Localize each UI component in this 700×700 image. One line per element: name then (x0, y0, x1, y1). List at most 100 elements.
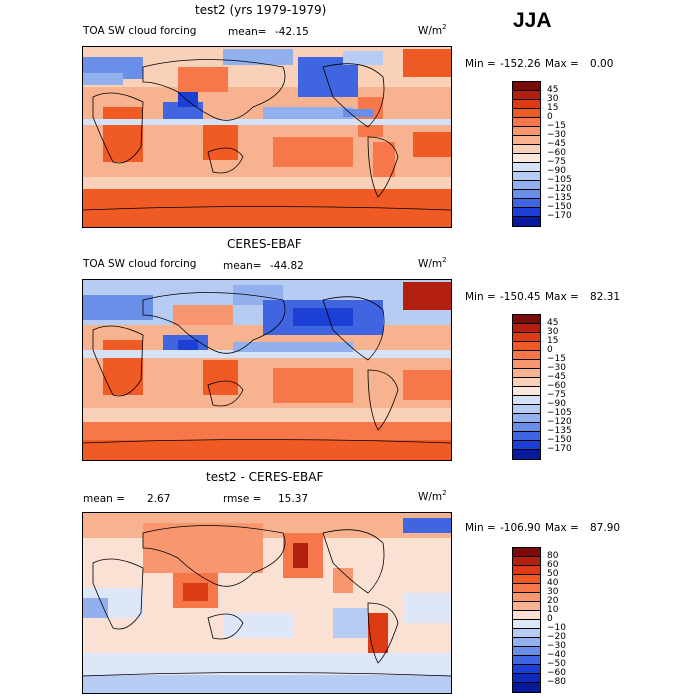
colorbar-tick-label: −30 (547, 641, 566, 651)
colorbar-tick-label: 15 (547, 103, 559, 113)
colorbar-tick-label: 0 (547, 614, 553, 624)
colorbar-swatch (513, 163, 540, 172)
colorbar-tick-label: 15 (547, 336, 559, 346)
colorbar-tick-label: −90 (547, 399, 566, 409)
colorbar-swatch (513, 656, 540, 665)
colorbar-swatch (513, 647, 540, 656)
panel3-rmse-label: rmse = (223, 493, 262, 505)
panel2-min-value: -150.45 (500, 291, 541, 303)
panel1-map (82, 46, 452, 228)
panel1-max-label: Max = (545, 58, 579, 70)
colorbar-tick-label: 20 (547, 596, 559, 606)
colorbar-swatch (513, 432, 540, 441)
panel2-mean-label: mean= (223, 260, 262, 272)
panel3-min-value: -106.90 (500, 522, 541, 534)
panel1-field-label: TOA SW cloud forcing (83, 25, 197, 37)
panel2-title: CERES-EBAF (227, 237, 302, 251)
colorbar-tick-label: −150 (547, 435, 572, 445)
colorbar-swatch (513, 441, 540, 450)
colorbar-swatch (513, 414, 540, 423)
colorbar-swatch (513, 369, 540, 378)
colorbar-swatch (513, 611, 540, 620)
panel2-field-label: TOA SW cloud forcing (83, 258, 197, 270)
colorbar-swatch (513, 602, 540, 611)
colorbar-swatch (513, 324, 540, 333)
panel1-colorbar (512, 81, 541, 227)
colorbar-swatch (513, 190, 540, 199)
colorbar-tick-label: −105 (547, 175, 572, 185)
colorbar-swatch (513, 172, 540, 181)
colorbar-tick-label: −30 (547, 130, 566, 140)
colorbar-swatch (513, 557, 540, 566)
panel1-max-value: 0.00 (590, 58, 614, 70)
panel3-mean-label: mean = (83, 493, 125, 505)
colorbar-tick-label: −60 (547, 381, 566, 391)
colorbar-swatch (513, 665, 540, 674)
colorbar-tick-label: −90 (547, 166, 566, 176)
panel3-map (82, 512, 452, 694)
panel2-max-label: Max = (545, 291, 579, 303)
colorbar-swatch (513, 109, 540, 118)
season-label: JJA (513, 9, 552, 32)
panel3-colorbar (512, 547, 541, 693)
colorbar-swatch (513, 217, 540, 226)
colorbar-tick-label: 45 (547, 318, 559, 328)
colorbar-tick-label: 10 (547, 605, 559, 615)
colorbar-swatch (513, 683, 540, 692)
colorbar-tick-label: 45 (547, 85, 559, 95)
colorbar-tick-label: −10 (547, 623, 566, 633)
colorbar-tick-label: −45 (547, 139, 566, 149)
colorbar-tick-label: 80 (547, 551, 559, 561)
colorbar-swatch (513, 351, 540, 360)
colorbar-swatch (513, 629, 540, 638)
colorbar-swatch (513, 450, 540, 459)
colorbar-swatch (513, 584, 540, 593)
colorbar-swatch (513, 360, 540, 369)
panel3-max-label: Max = (545, 522, 579, 534)
colorbar-tick-label: −170 (547, 211, 572, 221)
colorbar-tick-label: −20 (547, 632, 566, 642)
colorbar-tick-label: −75 (547, 157, 566, 167)
colorbar-tick-label: −120 (547, 184, 572, 194)
colorbar-tick-label: −170 (547, 444, 572, 454)
colorbar-tick-label: −60 (547, 148, 566, 158)
colorbar-swatch (513, 575, 540, 584)
colorbar-tick-label: 30 (547, 327, 559, 337)
panel2-mean-value: -44.82 (270, 260, 304, 272)
colorbar-tick-label: −120 (547, 417, 572, 427)
panel2-map (82, 279, 452, 461)
panel1-mean-value: -42.15 (275, 26, 309, 38)
panel3-mean-value: 2.67 (147, 493, 171, 505)
colorbar-swatch (513, 100, 540, 109)
colorbar-swatch (513, 333, 540, 342)
colorbar-tick-label: 50 (547, 569, 559, 579)
colorbar-swatch (513, 82, 540, 91)
colorbar-tick-label: 30 (547, 94, 559, 104)
colorbar-swatch (513, 91, 540, 100)
colorbar-tick-label: −45 (547, 372, 566, 382)
colorbar-tick-label: −105 (547, 408, 572, 418)
colorbar-swatch (513, 396, 540, 405)
colorbar-swatch (513, 405, 540, 414)
colorbar-tick-label: −135 (547, 193, 572, 203)
colorbar-tick-label: −50 (547, 659, 566, 669)
colorbar-tick-label: −135 (547, 426, 572, 436)
panel3-rmse-value: 15.37 (278, 493, 309, 505)
colorbar-tick-label: −60 (547, 668, 566, 678)
colorbar-tick-label: −150 (547, 202, 572, 212)
colorbar-tick-label: −15 (547, 121, 566, 131)
colorbar-swatch (513, 145, 540, 154)
colorbar-tick-label: 0 (547, 345, 553, 355)
panel1-min-value: -152.26 (500, 58, 541, 70)
colorbar-swatch (513, 674, 540, 683)
panel2-max-value: 82.31 (590, 291, 621, 303)
colorbar-swatch (513, 118, 540, 127)
panel2-colorbar (512, 314, 541, 460)
colorbar-swatch (513, 342, 540, 351)
colorbar-swatch (513, 387, 540, 396)
colorbar-tick-label: −30 (547, 363, 566, 373)
panel1-min-label: Min = (465, 58, 496, 70)
colorbar-swatch (513, 620, 540, 629)
panel1-mean-label: mean= (228, 26, 267, 38)
panel3-max-value: 87.90 (590, 522, 621, 534)
